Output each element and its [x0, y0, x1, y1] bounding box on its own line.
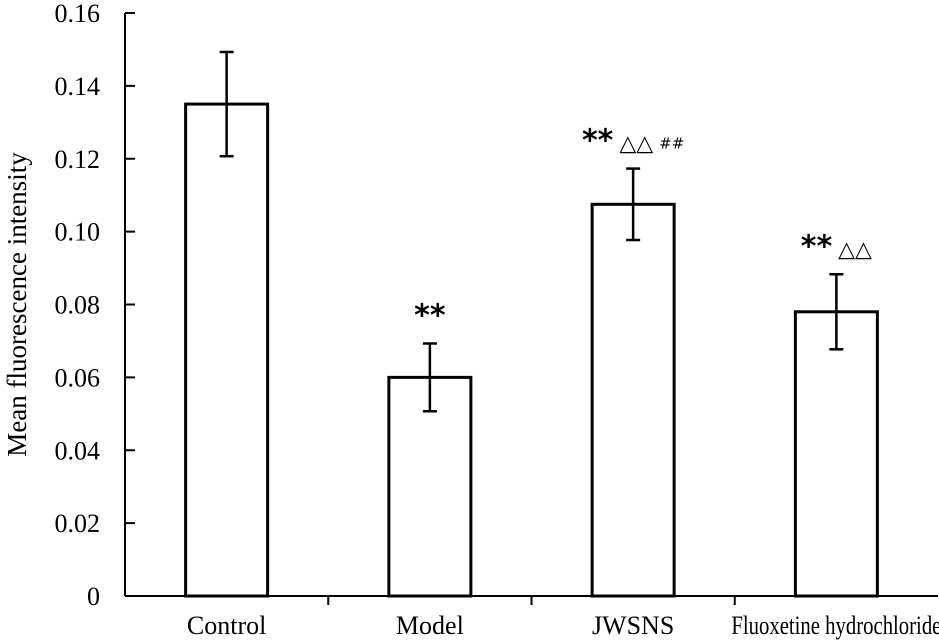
y-tick-label: 0.12	[55, 145, 101, 174]
y-tick-label: 0.14	[55, 72, 101, 101]
significance-marker: ** △△	[801, 229, 872, 264]
x-axis: Control Model JWSNS Fluoxetine hydrochlorid…	[125, 595, 939, 640]
bar	[387, 375, 473, 598]
x-category-label: Fluoxetine hydrochloride	[731, 611, 939, 640]
x-category-label: Control	[187, 611, 266, 640]
bars	[184, 50, 879, 598]
y-axis-title: Mean fluorescence intensity	[2, 152, 32, 457]
y-tick-label: 0	[87, 582, 100, 611]
significance-annotations: **** △△ ##** △△	[414, 124, 872, 334]
bar	[793, 310, 879, 598]
triangles-marker: △△	[619, 132, 653, 157]
significance-marker: ** △△ ##	[582, 124, 684, 159]
y-tick-label: 0.06	[55, 363, 101, 392]
x-category-label: JWSNS	[592, 611, 674, 640]
y-tick-label: 0.04	[55, 436, 101, 465]
stars-marker: **	[582, 124, 614, 159]
y-tick-label: 0.10	[55, 218, 101, 247]
y-tick-label: 0.16	[55, 0, 101, 28]
hashes-marker: ##	[659, 135, 684, 153]
x-category-label: Model	[396, 611, 464, 640]
stars-marker: **	[414, 298, 446, 333]
significance-marker: **	[414, 298, 446, 333]
y-tick-label: 0.02	[55, 509, 101, 538]
y-tick-label: 0.08	[55, 291, 101, 320]
bar	[590, 202, 676, 598]
y-axis: 0 0.02 0.04 0.06 0.08 0.10 0.12 0.14 0.16	[55, 0, 135, 611]
bar	[184, 102, 270, 598]
stars-marker: **	[801, 229, 833, 264]
triangles-marker: △△	[838, 237, 872, 262]
